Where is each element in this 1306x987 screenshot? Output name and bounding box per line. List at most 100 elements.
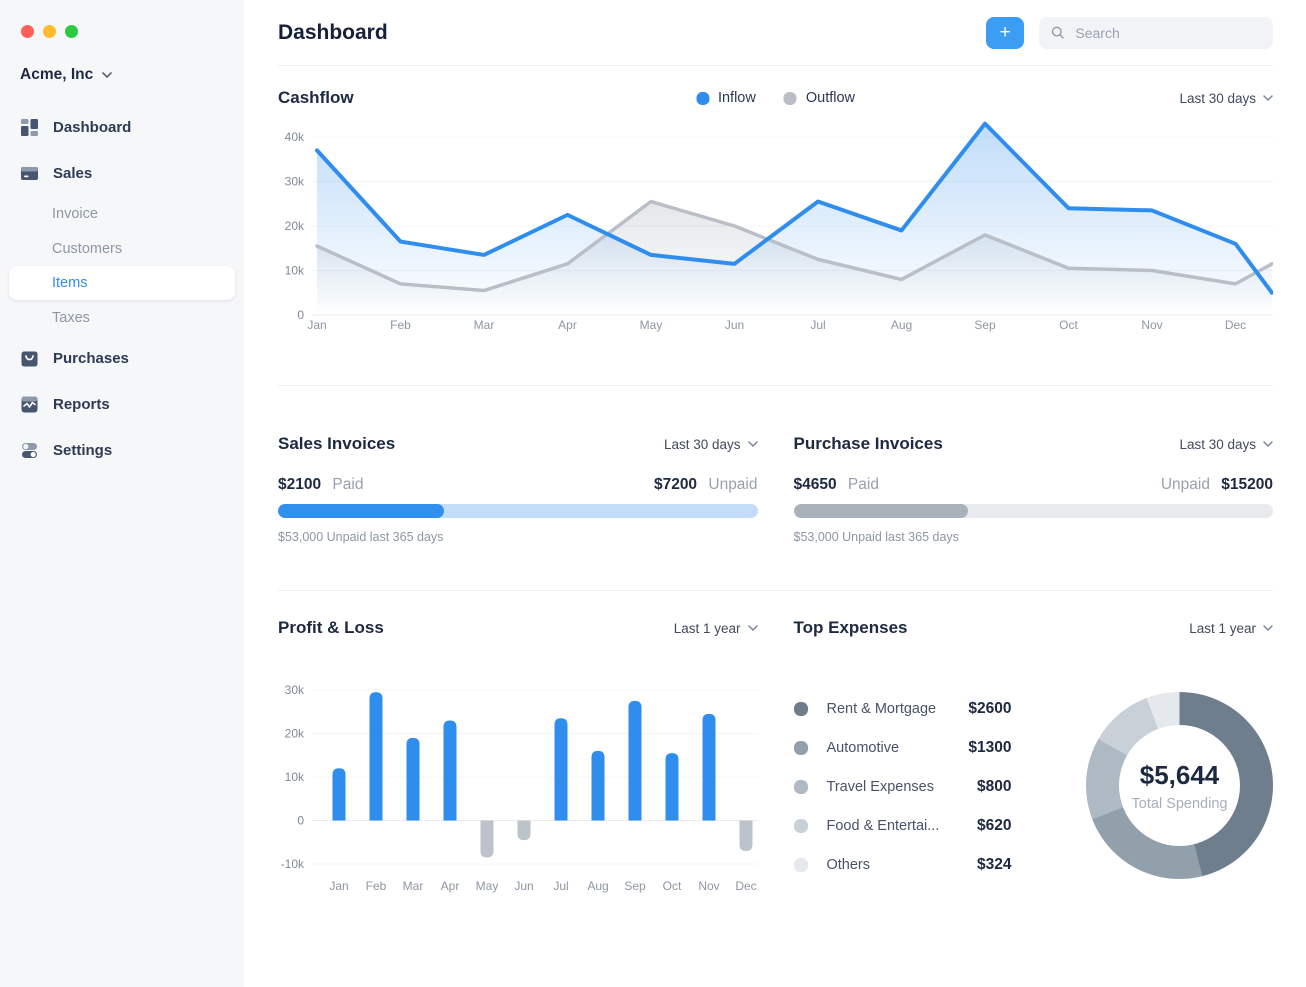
outflow-legend-dot-icon (783, 91, 797, 105)
inflow-legend-dot-icon (695, 91, 709, 105)
svg-text:Jun: Jun (514, 879, 533, 893)
chevron-down-icon (102, 72, 113, 78)
minimize-window-button[interactable] (43, 25, 56, 38)
expense-dot-icon (793, 857, 808, 872)
svg-text:Jul: Jul (553, 879, 568, 893)
total-spending-label: Total Spending (1131, 795, 1228, 812)
sidebar-item-dashboard[interactable]: Dashboard (0, 104, 244, 150)
sidebar-item-reports[interactable]: Reports (0, 381, 244, 427)
sales-invoices-range-dropdown[interactable]: Last 30 days (664, 437, 758, 452)
svg-text:20k: 20k (285, 219, 305, 233)
purchase-invoices-card: Purchase Invoices Last 30 days $4650 Pai… (793, 434, 1273, 544)
company-name: Acme, Inc (20, 66, 94, 83)
legend-outflow[interactable]: Outflow (783, 90, 855, 106)
sidebar-item-purchases[interactable]: Purchases (0, 335, 244, 381)
svg-text:10k: 10k (285, 770, 305, 784)
purchase-invoices-range-dropdown[interactable]: Last 30 days (1179, 437, 1273, 452)
purchase-invoices-title: Purchase Invoices (793, 434, 943, 453)
expenses-donut-chart: $5,644 Total Spending (1086, 692, 1273, 879)
expense-row-others: Others $324 (793, 845, 1012, 884)
sales-invoices-caption: $53,000 Unpaid last 365 days (278, 530, 444, 544)
svg-text:Nov: Nov (1141, 318, 1162, 332)
sales-progress-bar (278, 504, 758, 518)
svg-text:Feb: Feb (390, 318, 411, 332)
header-actions: + (986, 16, 1273, 49)
profit-loss-bar-chart: 30k 20k 10k 0 -10k Jan Feb Mar Apr May Jun Jul Aug Se… (281, 683, 758, 893)
svg-text:Sep: Sep (974, 318, 996, 332)
zoom-window-button[interactable] (65, 25, 78, 38)
legend-inflow[interactable]: Inflow (695, 90, 756, 106)
add-button[interactable]: + (986, 16, 1024, 49)
svg-text:Jul: Jul (810, 318, 825, 332)
svg-text:Apr: Apr (558, 318, 577, 332)
total-spending-value: $5,644 (1139, 759, 1220, 790)
svg-text:20k: 20k (285, 727, 305, 741)
sidebar-item-label: Reports (53, 395, 110, 413)
svg-text:Mar: Mar (474, 318, 495, 332)
svg-text:Oct: Oct (1059, 318, 1078, 332)
svg-text:Sep: Sep (624, 879, 646, 893)
page-header: Dashboard + (278, 0, 1273, 66)
svg-text:40k: 40k (285, 130, 305, 144)
svg-text:Aug: Aug (587, 879, 608, 893)
top-expenses-range-dropdown[interactable]: Last 1 year (1189, 621, 1273, 636)
sidebar-item-items[interactable]: Items (9, 266, 235, 300)
expense-dot-icon (793, 779, 808, 794)
expense-row-food: Food & Entertai... $620 (793, 806, 1012, 845)
expense-row-rent: Rent & Mortgage $2600 (793, 689, 1012, 728)
search-input[interactable] (1073, 23, 1261, 42)
cashflow-legend: Inflow Outflow (695, 90, 855, 106)
chevron-down-icon (1263, 95, 1273, 101)
close-window-button[interactable] (21, 25, 34, 38)
expense-dot-icon (793, 818, 808, 833)
expense-list: Rent & Mortgage $2600 Automotive $1300 T… (793, 689, 1012, 884)
sidebar: Acme, Inc Dashboard Sales Invoice Custom… (0, 0, 244, 987)
purchase-paid-stat: $4650 Paid (793, 476, 879, 493)
page-title: Dashboard (278, 20, 388, 44)
profit-loss-card: Profit & Loss Last 1 year 30k 20k 10k 0 -10k… (278, 618, 758, 903)
chevron-down-icon (1263, 441, 1273, 447)
sidebar-item-invoice[interactable]: Invoice (52, 205, 98, 222)
svg-text:Aug: Aug (891, 318, 912, 332)
sidebar-item-label: Sales (53, 164, 93, 182)
toggles-icon (20, 441, 39, 460)
company-switcher[interactable]: Acme, Inc (0, 66, 244, 84)
search-box[interactable] (1039, 16, 1273, 49)
sales-invoices-title: Sales Invoices (278, 434, 396, 453)
donut-hole (1119, 725, 1240, 846)
chevron-down-icon (747, 625, 758, 631)
sidebar-item-taxes[interactable]: Taxes (52, 309, 90, 326)
expense-dot-icon (793, 740, 808, 755)
sidebar-item-label: Purchases (53, 349, 129, 367)
expense-dot-icon (793, 701, 808, 716)
svg-text:30k: 30k (285, 683, 305, 697)
cashflow-range-dropdown[interactable]: Last 30 days (1179, 91, 1273, 106)
sidebar-item-customers[interactable]: Customers (52, 240, 123, 257)
svg-text:0: 0 (297, 814, 304, 828)
svg-text:Dec: Dec (735, 879, 756, 893)
sidebar-item-sales[interactable]: Sales (0, 150, 244, 196)
bottom-section: Profit & Loss Last 1 year 30k 20k 10k 0 -10k… (278, 591, 1273, 903)
svg-text:Feb: Feb (366, 879, 387, 893)
svg-text:0: 0 (297, 308, 304, 322)
svg-text:Nov: Nov (698, 879, 719, 893)
svg-text:May: May (476, 879, 499, 893)
dashboard-grid-icon (20, 118, 39, 137)
profit-loss-title: Profit & Loss (278, 618, 384, 637)
purchase-invoices-caption: $53,000 Unpaid last 365 days (793, 530, 959, 544)
main-content: Dashboard + Cashflow Inflow (244, 0, 1306, 987)
sidebar-item-label: Dashboard (53, 118, 132, 136)
sidebar-nav: Dashboard Sales Invoice Customers Items … (0, 104, 244, 473)
search-icon (1051, 26, 1064, 39)
profit-loss-range-dropdown[interactable]: Last 1 year (674, 621, 758, 636)
sidebar-item-label: Settings (53, 441, 113, 459)
purchase-unpaid-stat: Unpaid $15200 (1160, 476, 1273, 493)
sales-unpaid-stat: $7200 Unpaid (653, 476, 758, 493)
cashflow-card: Cashflow Inflow Outflow Last 30 days (278, 66, 1273, 386)
top-expenses-card: Top Expenses Last 1 year Rent & Mortgage… (793, 618, 1273, 903)
svg-text:Apr: Apr (441, 879, 460, 893)
activity-chart-icon (20, 395, 39, 414)
sidebar-item-settings[interactable]: Settings (0, 427, 244, 473)
